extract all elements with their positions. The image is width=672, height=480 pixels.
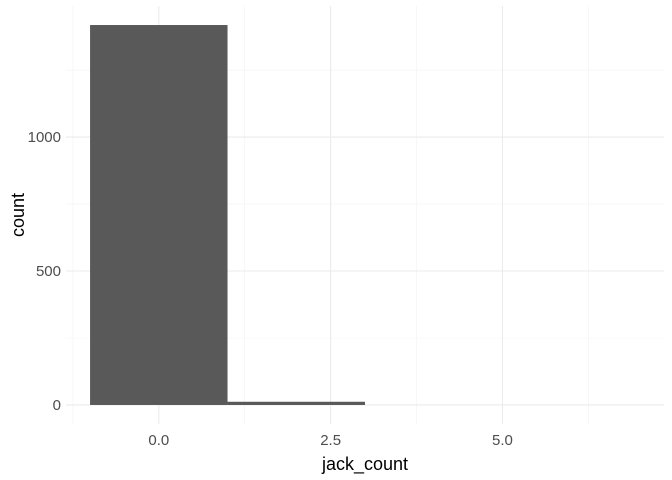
histogram-bar-0 — [90, 25, 228, 405]
y-tick-label: 1000 — [28, 129, 61, 146]
y-tick-label: 500 — [36, 263, 61, 280]
x-tick-label: 2.5 — [320, 432, 341, 449]
x-tick-label: 0.0 — [148, 432, 169, 449]
y-axis-title: count — [8, 193, 28, 237]
y-tick-label: 0 — [53, 397, 61, 414]
histogram-bar-1 — [227, 401, 365, 405]
x-axis-title: jack_count — [321, 454, 408, 475]
tick-labels: 0.0 2.5 5.0 0 500 1000 — [28, 129, 513, 449]
x-tick-label: 5.0 — [492, 432, 513, 449]
bars — [90, 25, 365, 405]
